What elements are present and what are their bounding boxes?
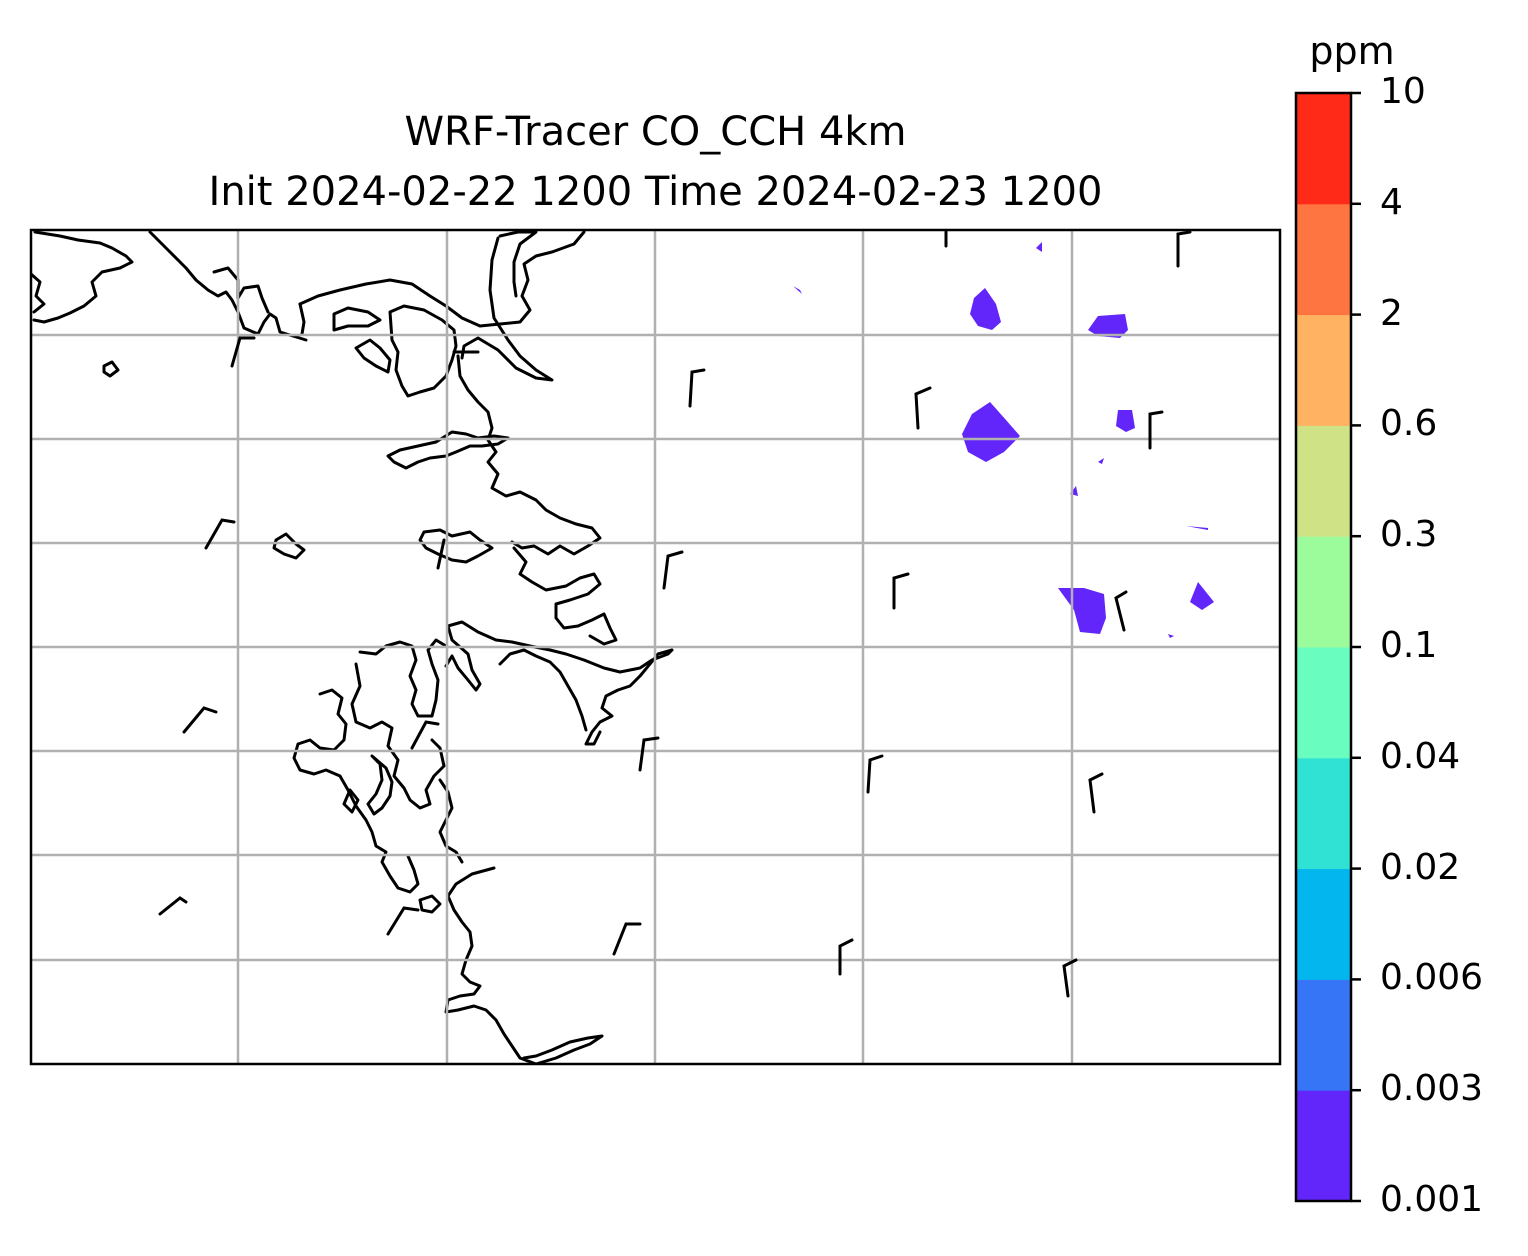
colorbar-tick-label: 0.04 <box>1380 735 1461 777</box>
coastline-central-2 <box>512 546 618 646</box>
graticule <box>31 230 1280 1064</box>
tracer-patch <box>1186 526 1208 530</box>
colorbar-segment <box>1296 647 1351 759</box>
coastline-central <box>418 528 494 564</box>
wind-barb <box>1148 410 1164 450</box>
coastline-archipelago-2 <box>292 688 420 894</box>
tracer-patch <box>970 288 1001 330</box>
wind-barbs <box>158 230 1192 998</box>
colorbar-tick-label: 0.02 <box>1380 846 1461 888</box>
coastline-archipelago-4 <box>366 754 394 816</box>
colorbar-tick-label: 0.1 <box>1380 625 1438 666</box>
colorbar-segment <box>1296 536 1351 648</box>
colorbar-segment <box>1296 979 1351 1091</box>
coastline-main-west-shore <box>456 354 602 556</box>
wind-barb <box>410 720 440 750</box>
colorbar-segment <box>1296 425 1351 537</box>
wind-barb <box>838 938 854 976</box>
tracer-patch <box>962 402 1020 462</box>
wind-barb <box>436 538 446 570</box>
coastline-inlet-2 <box>298 302 306 336</box>
coastline-archipelago-3 <box>350 662 446 810</box>
colorbar-segment <box>1296 203 1351 316</box>
colorbar-tick-label: 0.6 <box>1380 403 1438 445</box>
coastline-arm-1 <box>148 230 308 342</box>
plot-title-line-2: Init 2024-02-22 1200 Time 2024-02-23 120… <box>208 169 1103 215</box>
wind-barb <box>204 518 236 550</box>
wind-barb <box>662 550 684 590</box>
colorbar-tick-label: 0.3 <box>1380 514 1438 556</box>
colorbar <box>1294 91 1361 1203</box>
coastline-island-c <box>354 338 392 374</box>
tracer-patch <box>1190 582 1214 610</box>
wind-barb <box>1176 230 1192 268</box>
tracer-patch <box>1098 458 1104 464</box>
wind-barb <box>892 572 910 610</box>
colorbar-segment <box>1296 1090 1351 1202</box>
colorbar-unit-label: ppm <box>1309 29 1395 73</box>
wind-barb <box>688 368 706 408</box>
coastline-bay-1 <box>386 430 510 470</box>
tracer-patch <box>1168 634 1174 638</box>
tracer-concentration-patches <box>793 242 1214 638</box>
wind-barb <box>612 922 642 956</box>
tracer-patch <box>793 286 802 294</box>
colorbar-tick-label: 0.006 <box>1380 957 1484 999</box>
coastline-inlet-3 <box>498 230 538 298</box>
tracer-patch <box>1116 410 1135 432</box>
wind-barb <box>182 706 218 734</box>
coastline-archipelago-1 <box>358 638 448 718</box>
coastline-north-left <box>32 230 134 324</box>
tracer-patch <box>1058 588 1106 634</box>
coastline-island-e <box>272 532 306 560</box>
coastline-inlet <box>298 230 586 328</box>
colorbar-tick-label: 2 <box>1380 292 1403 334</box>
colorbar-segment <box>1296 93 1351 205</box>
wind-barb <box>1062 958 1078 998</box>
colorbar-tick-label: 0.001 <box>1380 1179 1484 1220</box>
map-frame <box>29 228 1282 1066</box>
coastlines <box>31 230 674 1064</box>
coastline-south <box>444 866 604 1064</box>
wind-barb <box>1114 590 1128 632</box>
tracer-patch <box>1088 314 1128 338</box>
coastline-peninsula-3 <box>498 648 588 732</box>
coastline-island-b <box>388 304 458 398</box>
colorbar-tick-label: 4 <box>1380 181 1403 223</box>
wind-barb <box>158 896 188 916</box>
wind-barb <box>866 754 884 794</box>
coastline-island-a <box>332 306 382 332</box>
colorbar-tick-label: 10 <box>1380 71 1426 112</box>
coastline-small-islands <box>342 788 442 914</box>
coastline-fjord-east <box>460 236 554 382</box>
plot-title-line-1: WRF-Tracer CO_CCH 4km <box>404 109 907 155</box>
coastline-archipelago-5 <box>438 778 464 864</box>
colorbar-tick-label: 0.003 <box>1380 1068 1484 1110</box>
wind-barb <box>230 336 256 368</box>
colorbar-segment <box>1296 757 1351 870</box>
wind-barb <box>1088 772 1104 814</box>
wind-barb <box>386 906 420 936</box>
tracer-patch <box>1036 242 1042 252</box>
coastline-peninsula <box>446 620 674 746</box>
colorbar-segment <box>1296 868 1351 980</box>
coastline-island-d <box>102 360 120 378</box>
wind-barb <box>914 386 932 430</box>
coastline-north-left-2 <box>31 272 46 314</box>
wind-barb <box>638 736 660 772</box>
colorbar-segment <box>1296 314 1351 426</box>
coastline-arm-2 <box>212 266 270 314</box>
